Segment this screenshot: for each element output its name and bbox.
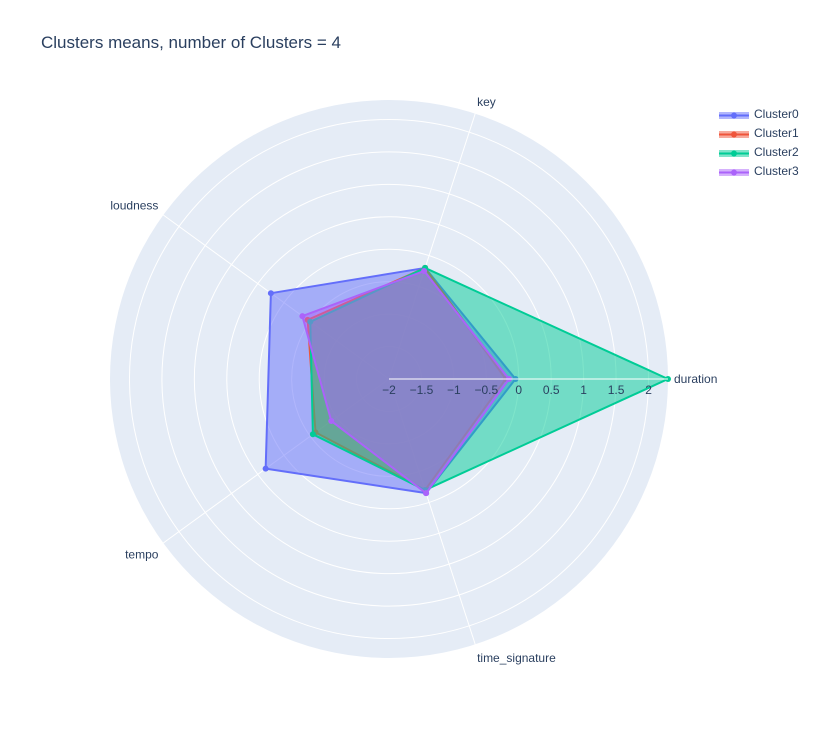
data-point-cluster0[interactable]	[267, 290, 274, 297]
radial-tick-label: −2	[382, 383, 396, 397]
legend-swatch-icon	[719, 169, 749, 176]
radial-tick-label: −1.5	[410, 383, 434, 397]
legend-swatch-icon	[719, 150, 749, 157]
legend-swatch-icon	[719, 112, 749, 119]
data-point-cluster3[interactable]	[423, 490, 430, 497]
legend-swatch-icon	[719, 131, 749, 138]
radial-tick-label: −1	[447, 383, 461, 397]
data-point-cluster2[interactable]	[309, 431, 316, 438]
angular-axis-label: tempo	[125, 548, 159, 562]
data-point-cluster0[interactable]	[262, 465, 269, 472]
angular-axis-label: time_signature	[477, 651, 556, 665]
radial-tick-label: 0.5	[543, 383, 560, 397]
radial-tick-label: 0	[515, 383, 522, 397]
radial-tick-label: 1.5	[608, 383, 625, 397]
chart-title: Clusters means, number of Clusters = 4	[41, 33, 341, 52]
radar-labels: duration key loudness tempo time_signature −2…	[110, 95, 717, 665]
data-point-cluster3[interactable]	[421, 268, 428, 275]
data-point-cluster3[interactable]	[328, 417, 335, 424]
series-area-cluster3[interactable]	[301, 270, 511, 495]
radial-tick-label: 2	[645, 383, 652, 397]
legend-label: Cluster0	[754, 107, 799, 121]
legend-label: Cluster1	[754, 126, 799, 140]
data-point-cluster3[interactable]	[299, 313, 306, 320]
angular-axis-label: key	[477, 95, 496, 109]
radial-tick-label: 1	[580, 383, 587, 397]
radial-tick-label: −0.5	[474, 383, 498, 397]
legend-label: Cluster3	[754, 164, 799, 178]
angular-axis-label: loudness	[110, 198, 158, 212]
legend-label: Cluster2	[754, 145, 799, 159]
angular-axis-label: duration	[674, 372, 717, 386]
